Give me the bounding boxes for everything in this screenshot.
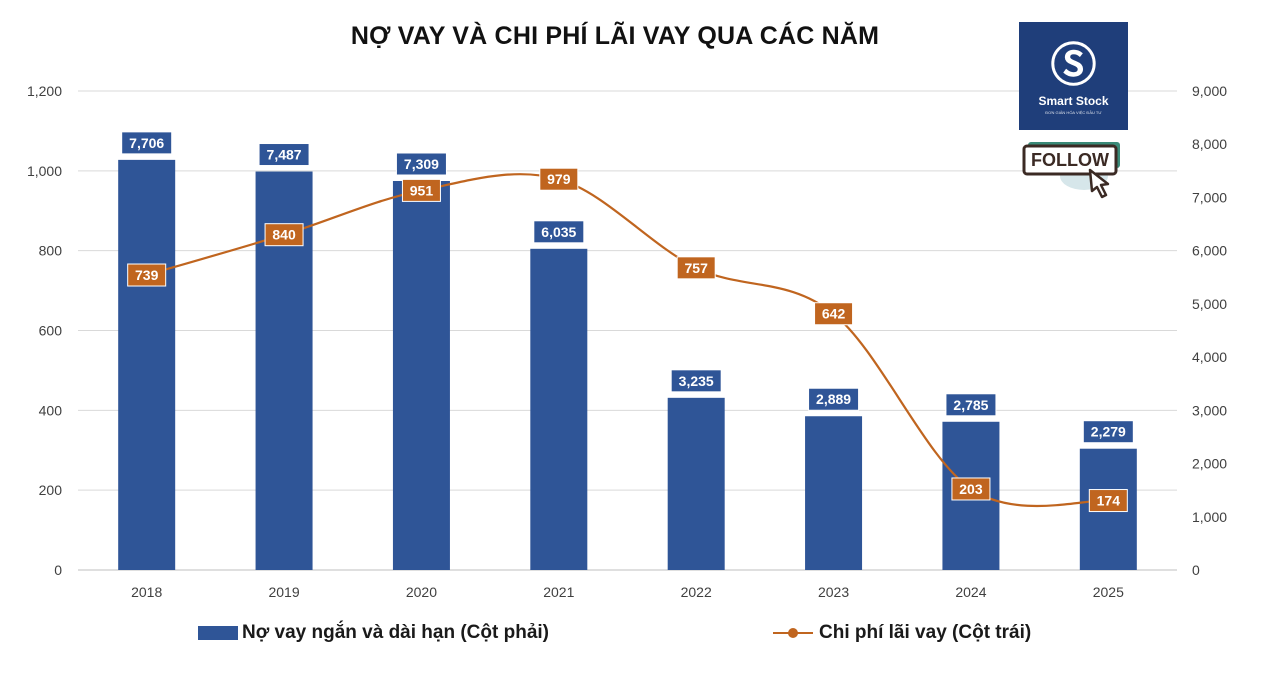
- legend-label-debt: Nợ vay ngắn và dài hạn (Cột phải): [242, 622, 549, 643]
- smart-stock-logo: Ⓢ Smart Stock ĐƠN GIẢN HÓA VIỆC ĐẦU TƯ: [1019, 22, 1128, 130]
- line-data-label: 642: [822, 306, 846, 322]
- x-tick-label: 2025: [1093, 584, 1124, 600]
- bar-data-label-box: [808, 387, 860, 411]
- legend-item-interest: Chi phí lãi vay (Cột trái): [773, 622, 1031, 644]
- right-tick-label: 5,000: [1192, 296, 1227, 312]
- x-axis: 2018 2019 2020 2021 2022 2023 2024 2025: [131, 584, 1124, 600]
- right-tick-label: 1,000: [1192, 509, 1227, 525]
- x-tick-label: 2019: [268, 584, 299, 600]
- legend-item-debt: Nợ vay ngắn và dài hạn (Cột phải): [198, 622, 549, 644]
- legend-label-interest: Chi phí lãi vay (Cột trái): [819, 622, 1032, 643]
- chart-svg: 0 200 400 600 800 1,000 1,200 0 1,000 2,000 3,000…: [27, 83, 1227, 600]
- bar-data-labels: 7,706 7,487 7,309 6,035 3,235 2,889 2,785 2,279: [121, 131, 1134, 444]
- lightbulb-s-icon: Ⓢ: [1050, 37, 1097, 92]
- legend-swatch-bar: [198, 626, 238, 640]
- x-tick-label: 2018: [131, 584, 162, 600]
- right-tick-label: 3,000: [1192, 402, 1227, 418]
- bar-data-label-box: [670, 369, 722, 393]
- line-data-label: 203: [959, 481, 983, 497]
- line-data-label: 757: [685, 260, 709, 276]
- follow-badge-text: FOLLOW: [1031, 150, 1109, 170]
- line-data-label: 739: [135, 267, 159, 283]
- right-axis: 0 1,000 2,000 3,000 4,000 5,000 6,000 7,000 8,00…: [1192, 83, 1227, 578]
- bar-series: [118, 159, 1137, 571]
- line-data-labels: 739 840 951 979 757 642 203 174: [127, 167, 1128, 513]
- bar-data-label: 2,785: [953, 397, 988, 413]
- left-axis: 0 200 400 600 800 1,000 1,200: [27, 83, 62, 578]
- legend-swatch-line: [773, 626, 813, 640]
- bar: [667, 397, 725, 570]
- right-tick-label: 8,000: [1192, 136, 1227, 152]
- x-tick-label: 2022: [681, 584, 712, 600]
- left-tick-label: 200: [39, 482, 63, 498]
- line-data-label-box: [127, 263, 167, 287]
- bar: [118, 159, 176, 570]
- line-data-label-box: [401, 178, 441, 202]
- left-tick-label: 0: [54, 562, 62, 578]
- bar-data-label: 7,487: [267, 147, 302, 163]
- line-data-label: 979: [547, 171, 571, 187]
- line-data-label-box: [814, 302, 854, 326]
- bar-data-label-box: [258, 143, 310, 167]
- left-tick-label: 600: [39, 323, 63, 339]
- left-tick-label: 800: [39, 243, 63, 259]
- legend: Nợ vay ngắn và dài hạn (Cột phải) Chi ph…: [0, 622, 1262, 652]
- logo-tagline: ĐƠN GIẢN HÓA VIỆC ĐẦU TƯ: [1045, 109, 1102, 115]
- x-tick-label: 2020: [406, 584, 437, 600]
- line-data-label-box: [1088, 489, 1128, 513]
- line-data-label: 840: [272, 227, 296, 243]
- left-tick-label: 1,000: [27, 163, 62, 179]
- right-tick-label: 7,000: [1192, 189, 1227, 205]
- bar-data-label-box: [121, 131, 173, 155]
- left-tick-label: 400: [39, 402, 63, 418]
- x-tick-label: 2021: [543, 584, 574, 600]
- right-tick-label: 4,000: [1192, 349, 1227, 365]
- right-tick-label: 0: [1192, 562, 1200, 578]
- bar-data-label: 2,889: [816, 391, 851, 407]
- bar-data-label: 3,235: [679, 373, 714, 389]
- right-tick-label: 9,000: [1192, 83, 1227, 99]
- line-data-label: 951: [410, 182, 434, 198]
- bar: [392, 180, 450, 570]
- logo-name: Smart Stock: [1038, 93, 1109, 108]
- line-data-label-box: [951, 477, 991, 501]
- chart-title: NỢ VAY VÀ CHI PHÍ LÃI VAY QUA CÁC NĂM: [350, 22, 880, 50]
- right-tick-label: 6,000: [1192, 243, 1227, 259]
- bar-data-label-box: [945, 393, 997, 417]
- x-tick-label: 2024: [955, 584, 986, 600]
- follow-badge[interactable]: FOLLOW: [1022, 140, 1122, 202]
- bar-data-label-box: [533, 220, 585, 244]
- left-tick-label: 1,200: [27, 83, 62, 99]
- bar-data-label: 2,279: [1091, 424, 1126, 440]
- line-data-label-box: [539, 167, 579, 191]
- line-data-label: 174: [1097, 493, 1121, 509]
- right-tick-label: 2,000: [1192, 456, 1227, 472]
- bar-data-label: 7,309: [404, 156, 439, 172]
- bar-data-label-box: [395, 152, 447, 176]
- bar-data-label: 7,706: [129, 135, 164, 151]
- grid-lines: [78, 90, 1177, 571]
- bar: [805, 416, 863, 570]
- bar-data-label-box: [1082, 420, 1134, 444]
- interest-line: [146, 173, 1109, 508]
- cursor-icon: [1088, 168, 1110, 199]
- line-data-label-box: [264, 223, 304, 247]
- bar: [530, 248, 588, 570]
- line-data-label-box: [676, 256, 716, 280]
- follow-badge-box: [1022, 144, 1118, 176]
- bar-data-label: 6,035: [541, 224, 576, 240]
- x-tick-label: 2023: [818, 584, 849, 600]
